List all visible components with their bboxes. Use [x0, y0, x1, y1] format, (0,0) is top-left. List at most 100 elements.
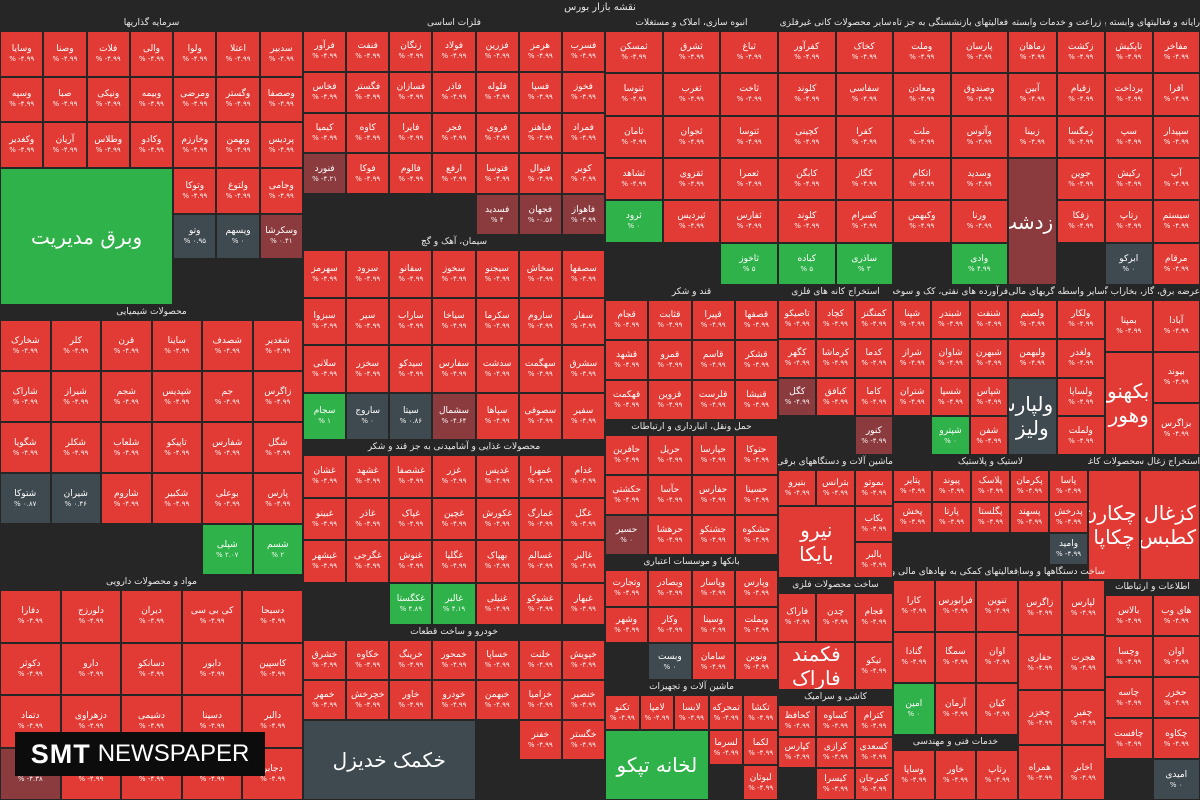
stock-tile[interactable]: ثامان ۴.۹۹- % [605, 115, 663, 158]
stock-tile[interactable]: ولوا ۴.۹۹- % [173, 31, 217, 77]
stock-tile[interactable]: خودرو ۴.۹۹- % [432, 680, 476, 720]
stock-tile[interactable]: سفیر ۴.۹۹- % [561, 392, 605, 440]
stock-tile[interactable]: خپویش ۴.۹۹- % [561, 640, 605, 680]
stock-tile[interactable]: کچینی ۴.۹۹- % [778, 115, 836, 158]
stock-tile[interactable]: حتوکا ۴.۹۹- % [734, 435, 778, 475]
stock-tile[interactable]: کلوند ۴.۹۹- % [778, 73, 836, 116]
stock-tile[interactable]: ورنا ۴.۹۹- % [950, 200, 1008, 243]
stock-tile[interactable]: فزرین ۴.۹۹- % [475, 31, 519, 72]
stock-tile[interactable]: ولصنم ۴.۹۹- % [1008, 300, 1057, 339]
stock-tile[interactable]: زفکا ۴.۹۹- % [1056, 200, 1105, 243]
stock-tile[interactable]: افرا ۴.۹۹- % [1152, 73, 1200, 116]
stock-tile[interactable]: غبینو ۴.۹۹- % [303, 497, 347, 540]
stock-tile[interactable]: شتران ۴.۹۹- % [893, 377, 932, 417]
stock-tile[interactable]: خمحور ۴.۹۹- % [432, 640, 476, 680]
stock-tile[interactable]: پارسان ۴.۹۹- % [950, 31, 1008, 74]
stock-tile[interactable]: وصنا ۴.۹۹- % [43, 31, 87, 77]
stock-tile[interactable]: چکاوه ۴.۹۹- % [1152, 718, 1200, 759]
stock-tile[interactable]: حریل ۴.۹۹- % [648, 435, 692, 475]
stock-tile[interactable]: وپاسار ۴.۹۹- % [691, 570, 735, 607]
stock-tile[interactable]: حفاری ۴.۹۹- % [1018, 635, 1062, 690]
stock-tile[interactable]: حرهشا ۴.۹۹- % [648, 515, 692, 555]
stock-tile[interactable]: فخاس ۴.۹۹- % [303, 71, 347, 113]
stock-tile[interactable]: قثابت ۴.۹۹- % [648, 300, 692, 340]
stock-tile[interactable]: شاروم ۴.۹۹- % [101, 473, 152, 524]
stock-tile[interactable]: شجم ۴.۹۹- % [101, 371, 152, 422]
stock-tile[interactable]: جم ۴.۹۹- % [202, 371, 253, 422]
stock-tile[interactable]: دسبحا ۴.۹۹- % [242, 590, 303, 643]
stock-tile[interactable]: غنوش ۴.۹۹- % [389, 540, 433, 583]
stock-tile[interactable]: وبیمه ۴.۹۹- % [129, 76, 174, 123]
stock-tile[interactable]: وصصفا ۴.۹۹- % [259, 76, 303, 123]
stock-tile[interactable]: های وب ۴.۹۹- % [1152, 595, 1200, 636]
stock-tile[interactable]: خمهر ۴.۹۹- % [303, 680, 347, 720]
stock-tile[interactable]: غنیلی ۴.۹۹- % [475, 582, 519, 625]
stock-tile[interactable]: خاور ۴.۹۹- % [934, 750, 977, 800]
stock-tile[interactable]: غاذر ۴.۹۹- % [346, 497, 390, 540]
stock-tile[interactable]: کباده ۵ % [778, 242, 836, 285]
stock-tile[interactable]: قلرست ۴.۹۹- % [691, 380, 735, 420]
stock-tile[interactable]: پرداخت ۴.۹۹- % [1105, 73, 1153, 116]
stock-tile[interactable]: پکرمان ۴.۹۹- % [1010, 470, 1049, 502]
stock-tile[interactable]: ولپارس ولیز [1008, 377, 1057, 455]
stock-tile[interactable]: سخزر ۴.۹۹- % [346, 345, 390, 393]
stock-tile[interactable]: پارتا ۴.۹۹- % [932, 501, 971, 534]
stock-tile[interactable]: خگستر ۴.۹۹- % [561, 720, 605, 760]
stock-tile[interactable]: کاما ۴.۹۹- % [854, 377, 893, 417]
stock-tile[interactable]: خلنت ۴.۹۹- % [518, 640, 562, 680]
stock-tile[interactable]: ساروج ۰ % [346, 392, 390, 440]
stock-tile[interactable]: کچاد ۴.۹۹- % [816, 300, 855, 339]
stock-tile[interactable]: دیران ۴.۹۹- % [121, 590, 182, 643]
stock-tile[interactable]: لسرما ۴.۹۹- % [708, 730, 744, 765]
stock-tile[interactable]: وتجارت ۴.۹۹- % [605, 570, 649, 607]
stock-tile[interactable]: ومرضی ۴.۹۹- % [173, 76, 217, 123]
stock-tile[interactable]: وبرق مدیریت [0, 168, 174, 305]
stock-tile[interactable]: سدبیر ۴.۹۹- % [259, 31, 303, 77]
stock-tile[interactable]: لامپا ۴.۹۹- % [639, 695, 675, 730]
stock-tile[interactable]: سلانی ۴.۹۹- % [303, 345, 347, 393]
stock-tile[interactable]: والی ۴.۹۹- % [129, 31, 174, 77]
stock-tile[interactable]: زاگرس ۴.۹۹- % [1018, 580, 1062, 635]
stock-tile[interactable]: شکلر ۴.۹۹- % [50, 422, 101, 473]
stock-tile[interactable]: غشصفا ۴.۹۹- % [389, 455, 433, 498]
stock-tile[interactable]: نیرو بایکا [778, 506, 855, 578]
stock-tile[interactable]: پاسا ۴.۹۹- % [1049, 470, 1088, 502]
stock-tile[interactable]: سیر ۴.۹۹- % [346, 297, 390, 345]
stock-tile[interactable]: سیدکو ۴.۹۹- % [389, 345, 433, 393]
stock-tile[interactable]: سجام ۱ % [303, 392, 347, 440]
stock-tile[interactable]: سخاش ۴.۹۹- % [518, 250, 562, 298]
stock-tile[interactable]: وساپا ۴.۹۹- % [893, 750, 935, 800]
stock-tile[interactable]: قجام ۴.۹۹- % [605, 300, 649, 340]
stock-tile[interactable]: فالوم ۴.۹۹- % [389, 153, 433, 195]
stock-tile[interactable]: شغدیر ۴.۹۹- % [252, 320, 303, 371]
stock-tile[interactable]: کارا ۴.۹۹- % [893, 580, 935, 632]
stock-tile[interactable]: حشکوه ۴.۹۹- % [734, 515, 778, 555]
stock-tile[interactable]: بمپنا ۴.۹۹- % [1105, 300, 1153, 352]
stock-tile[interactable]: سصوفی ۴.۹۹- % [518, 392, 562, 440]
stock-tile[interactable]: لخانه تپکو [605, 730, 709, 800]
stock-tile[interactable]: غزر ۴.۹۹- % [432, 455, 476, 498]
stock-tile[interactable]: فمراد ۴.۹۹- % [561, 112, 605, 154]
stock-tile[interactable]: کرازی ۴.۹۹- % [816, 736, 855, 769]
stock-tile[interactable]: حآسا ۴.۹۹- % [648, 475, 692, 515]
stock-tile[interactable]: شصدف ۴.۹۹- % [202, 320, 253, 371]
stock-tile[interactable]: تاصیکو ۴.۹۹- % [778, 300, 817, 339]
stock-tile[interactable]: کمنگنز ۴.۹۹- % [854, 300, 893, 339]
stock-tile[interactable]: خکمک خدیزل [303, 720, 476, 800]
stock-tile[interactable]: حافرین ۴.۹۹- % [605, 435, 649, 475]
stock-tile[interactable]: وسدید ۴.۹۹- % [950, 158, 1008, 201]
stock-tile[interactable]: ساینا ۴.۹۹- % [151, 320, 202, 371]
stock-tile[interactable]: بموتو ۴.۹۹- % [854, 470, 893, 506]
stock-tile[interactable]: آپ ۴.۹۹- % [1152, 158, 1200, 201]
stock-tile[interactable]: فسرب ۴.۹۹- % [561, 31, 605, 72]
stock-tile[interactable]: فوکا ۴.۹۹- % [346, 153, 390, 195]
stock-tile[interactable]: حپارسا ۴.۹۹- % [691, 435, 735, 475]
stock-tile[interactable]: شبندر ۴.۹۹- % [931, 300, 970, 339]
stock-tile[interactable]: دسانکو ۴.۹۹- % [121, 642, 182, 695]
stock-tile[interactable]: سفانو ۴.۹۹- % [389, 250, 433, 298]
stock-tile[interactable]: بالبر ۴.۹۹- % [854, 542, 893, 578]
stock-tile[interactable]: شنفت ۴.۹۹- % [969, 300, 1008, 339]
stock-tile[interactable]: سفاسی ۴.۹۹- % [835, 73, 893, 116]
stock-tile[interactable]: غکگستا ۴.۸۹ % [389, 582, 433, 625]
stock-tile[interactable]: ثشاهد ۴.۹۹- % [605, 158, 663, 201]
